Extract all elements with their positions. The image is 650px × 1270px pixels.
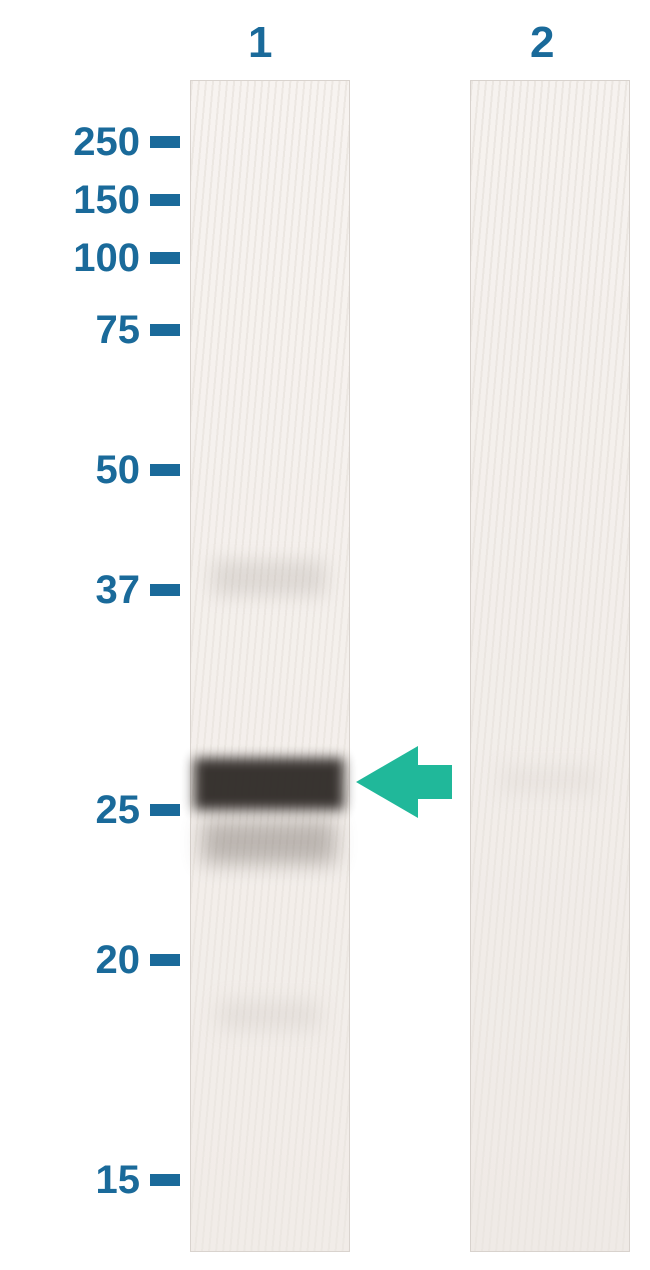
mw-tick-15 <box>150 1174 180 1186</box>
band-lane-1-1 <box>194 758 344 810</box>
western-blot-figure: 1 2 250 150 100 75 50 37 25 20 15 <box>0 0 650 1270</box>
lane-1 <box>190 80 350 1252</box>
mw-tick-50 <box>150 464 180 476</box>
mw-label-20: 20 <box>0 940 140 980</box>
mw-label-25: 25 <box>0 790 140 830</box>
mw-label-50: 50 <box>0 450 140 490</box>
mw-label-100: 100 <box>0 238 140 278</box>
lane-2 <box>470 80 630 1252</box>
mw-label-75: 75 <box>0 310 140 350</box>
mw-tick-100 <box>150 252 180 264</box>
band-lane-2-4 <box>500 765 598 795</box>
mw-label-15: 15 <box>0 1160 140 1200</box>
mw-tick-20 <box>150 954 180 966</box>
mw-tick-150 <box>150 194 180 206</box>
band-lane-1-0 <box>212 560 326 596</box>
lane-label-1: 1 <box>248 18 272 68</box>
mw-label-250: 250 <box>0 122 140 162</box>
mw-tick-250 <box>150 136 180 148</box>
band-lane-1-3 <box>218 1000 320 1030</box>
mw-tick-25 <box>150 804 180 816</box>
lane-label-2: 2 <box>530 18 554 68</box>
mw-label-150: 150 <box>0 180 140 220</box>
mw-tick-37 <box>150 584 180 596</box>
band-lane-1-2 <box>202 820 336 864</box>
target-band-arrow-icon <box>352 736 468 828</box>
mw-label-37: 37 <box>0 570 140 610</box>
mw-tick-75 <box>150 324 180 336</box>
